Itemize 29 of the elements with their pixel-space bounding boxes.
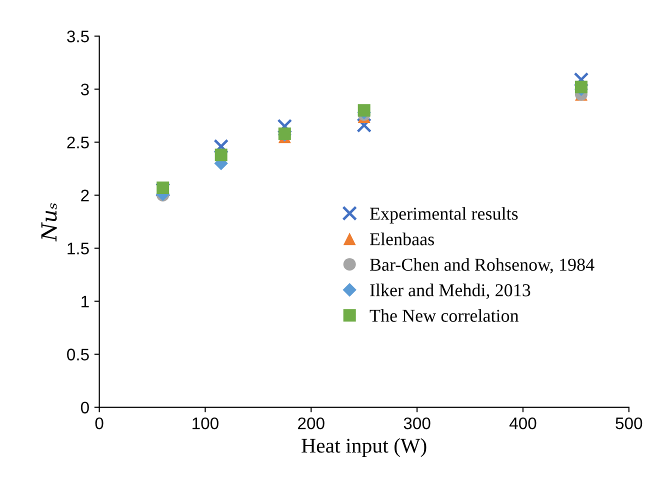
point (214, 138, 229, 154)
legend-label: Experimental results (370, 207, 518, 224)
point (358, 104, 370, 117)
legend-label: Ilker and Mehdi, 2013 (370, 284, 530, 299)
legend-label: Elenbaas (370, 232, 434, 246)
x-axis-title: Heat input (W) (302, 438, 426, 457)
y-tick-label: 1.5 (68, 242, 89, 254)
y-tick-label: 0 (80, 402, 89, 414)
y-tick-label: 3.5 (67, 30, 89, 42)
x-tick-label: 500 (616, 417, 642, 430)
legend-label: Bar-Chen and Rohsenow, 1984 (370, 258, 594, 274)
point (356, 118, 372, 133)
x-tick-label: 100 (192, 417, 218, 430)
y-tick-label: 3 (80, 84, 89, 96)
point (214, 148, 228, 162)
y-tick-label: 2 (81, 190, 89, 202)
point (574, 72, 589, 88)
point (574, 80, 588, 94)
x-tick-label: 400 (509, 417, 536, 430)
point (156, 182, 170, 194)
x-tick-label: 300 (404, 417, 430, 430)
y-tick-label: 2.5 (67, 136, 89, 148)
point (277, 118, 292, 134)
x-tick-label: 200 (298, 417, 324, 430)
y-tick-label: 0.5 (67, 348, 89, 360)
x-tick-label: 0 (95, 417, 104, 430)
legend-label: The New correlation (370, 309, 519, 322)
y-axis-title: Nuₛ (41, 203, 57, 242)
y-tick-label: 1 (82, 296, 89, 308)
